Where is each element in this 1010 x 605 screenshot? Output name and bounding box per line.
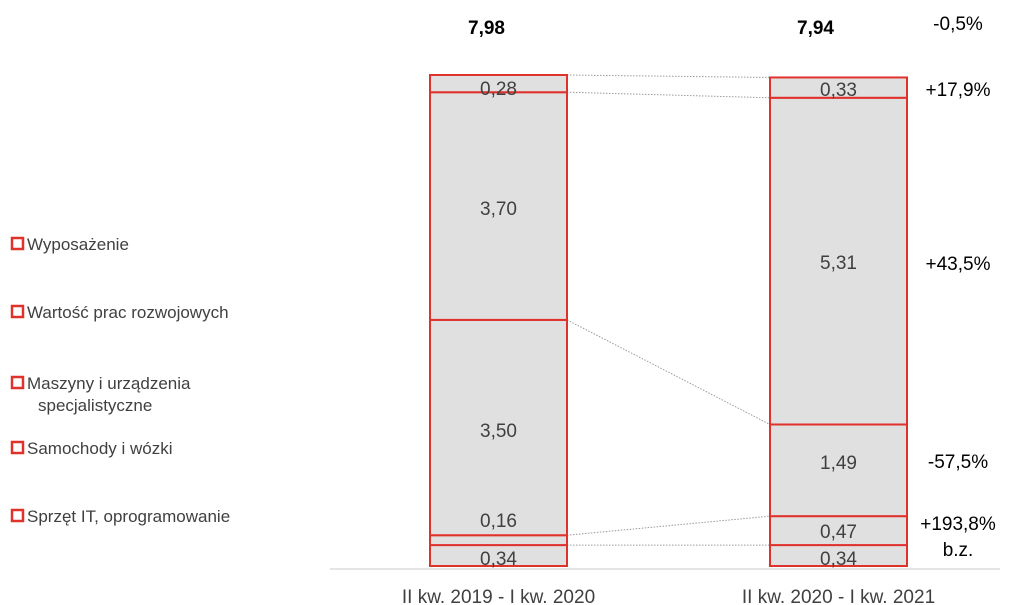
legend-marker bbox=[10, 236, 25, 251]
bar-segment bbox=[429, 91, 568, 321]
total-label: 7,98 bbox=[468, 18, 505, 39]
bars bbox=[429, 74, 908, 567]
legend-label-line: Samochody i wózki bbox=[27, 439, 173, 458]
legend-label: Sprzęt IT, oprogramowanie bbox=[27, 507, 230, 526]
data-label: 3,70 bbox=[480, 199, 517, 220]
bar-segment bbox=[769, 76, 908, 99]
legend-marker bbox=[10, 304, 25, 319]
legend-marker bbox=[10, 508, 25, 523]
total-change-label: -0,5% bbox=[933, 14, 983, 35]
x-tick-label: II kw. 2019 - I kw. 2020 bbox=[402, 587, 595, 605]
change-label: +193,8% bbox=[920, 514, 996, 535]
data-label: 0,28 bbox=[480, 79, 517, 100]
legend-label-line: Sprzęt IT, oprogramowanie bbox=[27, 507, 230, 526]
labels: 0,34 0,16 3,50 3,70 0,28 7,98 II kw. 2019 - I … bbox=[402, 14, 996, 605]
legend-label-line: Maszyny i urządzenia bbox=[27, 374, 191, 393]
connector-line bbox=[566, 515, 771, 536]
legend-marker bbox=[10, 375, 25, 390]
legend: Wyposażenie Wartość prac rozwojowych Maszy… bbox=[10, 235, 230, 526]
legend-label: Samochody i wózki bbox=[27, 439, 173, 458]
data-label: 0,34 bbox=[820, 549, 857, 570]
data-label: 0,16 bbox=[480, 511, 517, 532]
connector-line bbox=[566, 91, 771, 99]
legend-label-line: specjalistyczne bbox=[38, 396, 152, 415]
change-label: -57,5% bbox=[928, 452, 988, 473]
data-label: 3,50 bbox=[480, 421, 517, 442]
legend-marker bbox=[10, 440, 25, 455]
legend-label: Wartość prac rozwojowych bbox=[27, 303, 229, 322]
connector-lines bbox=[566, 74, 771, 546]
legend-label-line: Wartość prac rozwojowych bbox=[27, 303, 229, 322]
change-label: b.z. bbox=[943, 540, 974, 561]
data-label: 0,47 bbox=[820, 522, 857, 543]
total-label: 7,94 bbox=[797, 18, 834, 39]
bar-segment bbox=[769, 515, 908, 547]
data-label: 1,49 bbox=[820, 453, 857, 474]
data-label: 5,31 bbox=[820, 253, 857, 274]
x-tick-label: II kw. 2020 - I kw. 2021 bbox=[742, 587, 935, 605]
bar-segment bbox=[769, 96, 908, 426]
bar-segment bbox=[429, 318, 568, 537]
bar-segment bbox=[429, 74, 568, 94]
change-label: +43,5% bbox=[926, 254, 991, 275]
change-label: +17,9% bbox=[926, 80, 991, 101]
legend-label-line: Wyposażenie bbox=[27, 235, 129, 254]
bar-segment bbox=[429, 534, 568, 547]
connector-line bbox=[566, 74, 771, 78]
bar-segment bbox=[769, 423, 908, 518]
data-label: 0,34 bbox=[480, 549, 517, 570]
data-label: 0,33 bbox=[820, 80, 857, 101]
legend-label: Maszyny i urządzenia specjalistyczne bbox=[27, 374, 191, 415]
legend-label: Wyposażenie bbox=[27, 235, 129, 254]
connector-line bbox=[566, 319, 771, 425]
